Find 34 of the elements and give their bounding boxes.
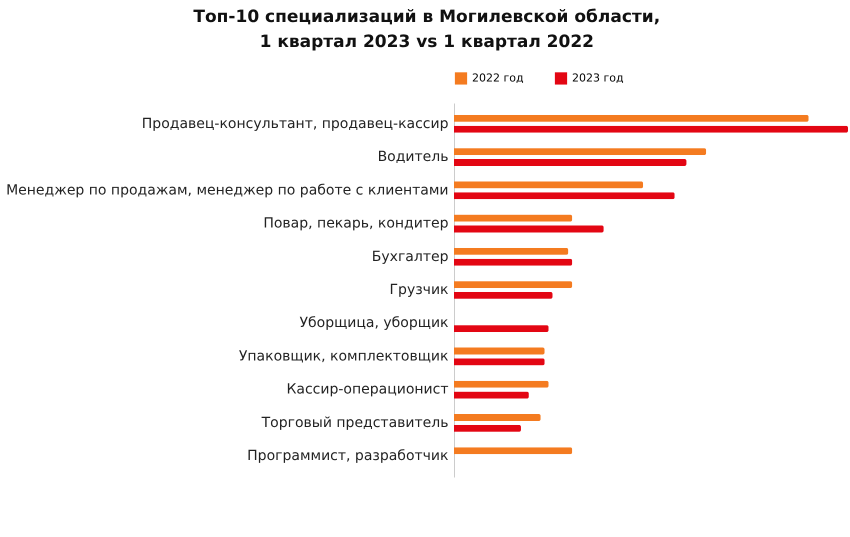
y-tick-label: Грузчик — [390, 282, 448, 298]
bar — [454, 325, 549, 332]
bar — [454, 181, 644, 188]
y-tick-label: Упаковщик, комплектовщик — [238, 348, 448, 364]
bar — [454, 358, 545, 366]
y-tick-label: Повар, пекарь, кондитер — [263, 216, 449, 232]
bar — [454, 424, 521, 432]
bar — [454, 414, 541, 422]
y-tick-label: Кассир-операционист — [286, 382, 448, 398]
bar — [454, 348, 545, 355]
bar — [454, 158, 686, 166]
y-tick-label: Программист, разработчик — [247, 448, 448, 464]
bar — [454, 114, 809, 122]
y-tick-label: Продавец-консультант, продавец-кассир — [142, 116, 449, 132]
y-tick-label: Менеджер по продажам, менеджер по работе с клиентами — [6, 182, 448, 198]
bar — [454, 126, 848, 133]
legend-label: 2023 год — [572, 71, 624, 84]
chart-title: Топ-10 специализаций в Могилевской области, 1 квартал 2023 vs 1 квартал 2022 — [193, 7, 660, 52]
bar — [454, 281, 572, 288]
bar — [454, 392, 529, 399]
bar — [454, 380, 549, 388]
bar — [454, 248, 568, 255]
bar — [454, 292, 552, 299]
y-tick-label: Водитель — [378, 149, 448, 166]
bar — [454, 148, 706, 156]
bar — [454, 192, 675, 200]
y-tick-label: Уборщица, уборщик — [299, 315, 448, 332]
y-tick-label: Торговый представитель — [260, 414, 448, 431]
bar — [454, 258, 572, 266]
y-tick-label: Бухгалтер — [372, 248, 449, 265]
bar — [454, 214, 572, 222]
legend-label: 2022 год — [472, 71, 524, 84]
bar — [454, 225, 604, 232]
bar — [454, 447, 572, 454]
